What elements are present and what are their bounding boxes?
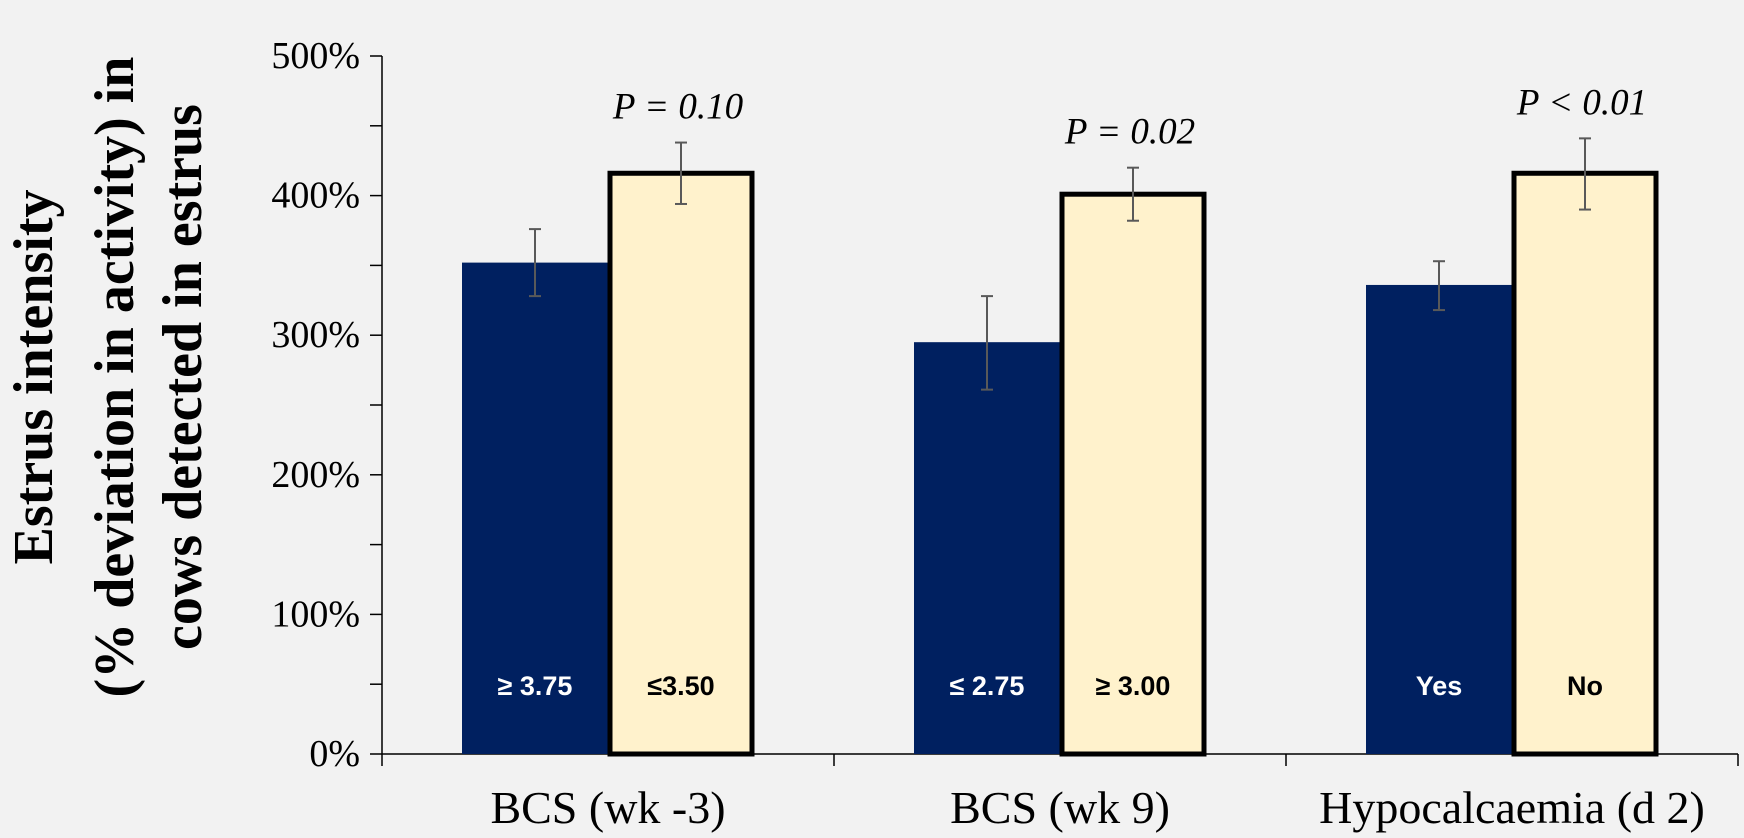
p-value-annotation: P < 0.01 xyxy=(1516,82,1647,123)
y-tick-label: 100% xyxy=(271,593,360,635)
bars: ≥ 3.75 ≤3.50 P = 0.10 ≤ 2.75 ≥ 3.00 P = 0.02 Y… xyxy=(462,82,1656,754)
x-category-label: BCS (wk -3) xyxy=(490,782,725,833)
y-axis-label-line1: Estrus intensity xyxy=(3,190,65,565)
y-axis-label-line2: (% deviation in activity) in xyxy=(84,57,146,698)
bar-label: ≤3.50 xyxy=(647,671,714,701)
bar-series2 xyxy=(1514,173,1656,754)
y-tick-label: 400% xyxy=(271,175,360,217)
y-tick-label: 300% xyxy=(271,314,360,356)
y-axis-label: Estrus intensity (% deviation in activit… xyxy=(3,57,214,698)
bar-label: ≥ 3.00 xyxy=(1096,671,1171,701)
x-category-label: Hypocalcaemia (d 2) xyxy=(1319,782,1705,833)
y-tick-label: 200% xyxy=(271,454,360,496)
x-category-label: BCS (wk 9) xyxy=(950,782,1170,833)
bar-label: ≥ 3.75 xyxy=(498,671,573,701)
bar-label: Yes xyxy=(1416,671,1463,701)
bar-series2 xyxy=(610,173,752,754)
y-tick-label: 500% xyxy=(271,35,360,77)
bar-label: No xyxy=(1567,671,1603,701)
p-value-annotation: P = 0.02 xyxy=(1064,112,1195,153)
bar-label: ≤ 2.75 xyxy=(950,671,1025,701)
p-value-annotation: P = 0.10 xyxy=(612,87,744,128)
x-axis: BCS (wk -3) BCS (wk 9) Hypocalcaemia (d 2) xyxy=(382,754,1738,833)
y-axis: 0% 100% 200% 300% 400% 500% xyxy=(271,35,382,775)
y-axis-label-line3: cows detected in estrus xyxy=(152,104,214,650)
y-tick-label: 0% xyxy=(309,733,360,775)
